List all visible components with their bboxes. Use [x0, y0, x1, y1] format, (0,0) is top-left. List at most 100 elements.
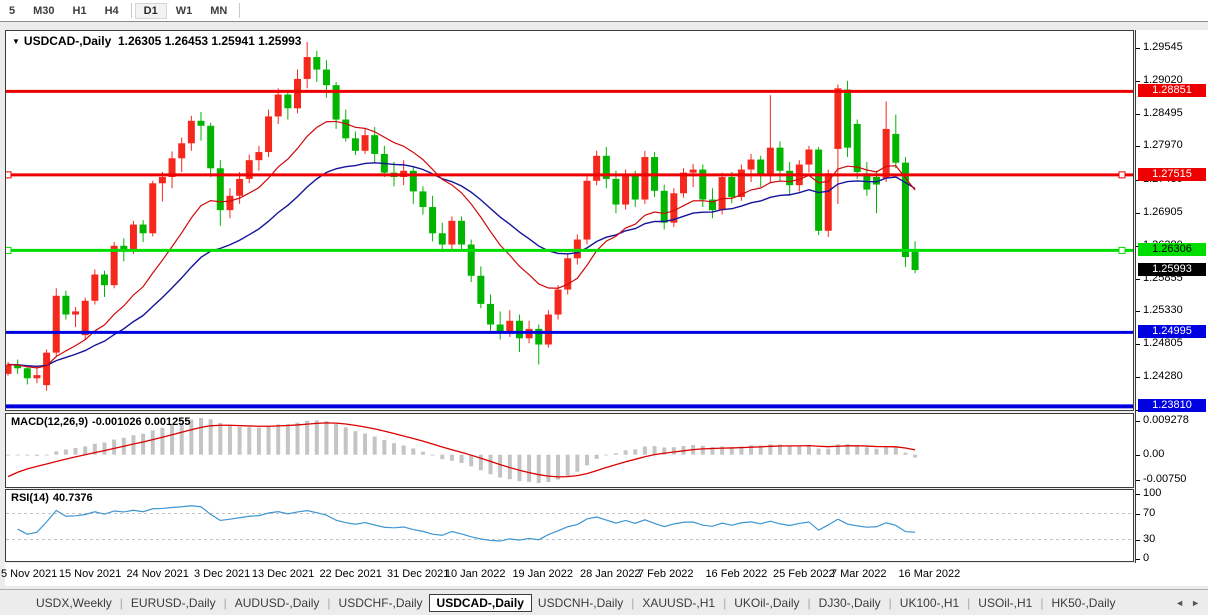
macd-histogram-bar [276, 424, 281, 455]
macd-histogram-bar [739, 446, 744, 455]
macd-label: MACD(12,26,9) -0.001026 0.001255 [11, 416, 191, 428]
rsi-axis-tick: 30 [1143, 532, 1156, 545]
tab-scroll-left-button[interactable]: ◄ [1175, 597, 1185, 608]
candle [544, 310, 552, 348]
axis-tick-mark [1136, 421, 1140, 422]
macd-histogram-bar [642, 446, 647, 455]
macd-histogram-bar [729, 447, 734, 455]
macd-histogram-bar [353, 431, 358, 455]
macd-canvas[interactable] [6, 414, 1133, 487]
candle [641, 150, 649, 204]
date-axis-label: 28 Jan 2022 [580, 568, 641, 580]
line-handle[interactable] [6, 246, 12, 254]
candle [786, 162, 794, 196]
tab-usdx-weekly[interactable]: USDX,Weekly [36, 595, 112, 610]
axis-tick-mark [1136, 539, 1140, 541]
rsi-canvas[interactable] [6, 490, 1133, 561]
price-axis-tick: 1.24805 [1143, 337, 1183, 350]
tab-usoil-h1[interactable]: USOil-,H1 [978, 595, 1033, 610]
tab-eurusd-daily[interactable]: EURUSD-,Daily [130, 595, 216, 610]
macd-histogram-bar [305, 420, 310, 455]
axis-tick-mark [1136, 113, 1140, 115]
candle [815, 147, 823, 236]
candle [892, 114, 900, 169]
candle [101, 270, 108, 298]
macd-indicator-panel: MACD(12,26,9) -0.001026 0.001255 [5, 413, 1134, 488]
price-line-label: 1.24995 [1138, 325, 1206, 339]
price-axis-tick: 1.29545 [1143, 41, 1183, 53]
candle [313, 50, 321, 83]
date-axis-label: 19 Jan 2022 [512, 568, 573, 580]
axis-tick-mark [1136, 311, 1140, 313]
timeframe-button-h4[interactable]: H4 [104, 4, 119, 17]
macd-histogram-bar [324, 421, 329, 455]
tab-uk100-h1[interactable]: UK100-,H1 [899, 595, 960, 610]
tab-ukoil-daily[interactable]: UKOil-,Daily [734, 595, 800, 610]
axis-tick-mark [1136, 48, 1140, 49]
macd-histogram-bar [758, 445, 763, 455]
tab-hk50-daily[interactable]: HK50-,Daily [1051, 595, 1116, 610]
candle [438, 222, 446, 253]
timeframe-button-5[interactable]: 5 [9, 4, 16, 17]
macd-histogram-bar [855, 445, 860, 455]
date-axis-label: 7 Feb 2022 [637, 568, 694, 580]
candle [863, 162, 871, 196]
candle [564, 253, 572, 295]
price-axis-tick: 1.24280 [1143, 370, 1183, 382]
line-handle[interactable] [1118, 246, 1126, 254]
candle [72, 307, 80, 328]
price-axis[interactable]: 1.295451.290201.284951.279701.274301.269… [1135, 30, 1208, 564]
tab-dj30-daily[interactable]: DJ30-,Daily [818, 595, 881, 610]
candle [612, 170, 620, 214]
macd-histogram-bar [382, 440, 387, 455]
macd-histogram-bar [247, 427, 252, 455]
candle [496, 311, 504, 340]
line-handle[interactable] [6, 171, 12, 179]
candle [245, 154, 253, 184]
tab-usdchf-daily[interactable]: USDCHF-,Daily [338, 595, 423, 610]
axis-tick-mark [1136, 559, 1140, 560]
macd-histogram-bar [884, 446, 889, 455]
tab-audusd-daily[interactable]: AUDUSD-,Daily [234, 595, 320, 610]
tab-usdcnh-daily[interactable]: USDCNH-,Daily [537, 595, 624, 610]
tab-xauusd-h1[interactable]: XAUUSD-,H1 [642, 595, 716, 610]
chart-ohlc-values: 1.26305 1.26453 1.25941 1.25993 [117, 34, 302, 48]
candle [284, 89, 292, 120]
candle [139, 220, 147, 243]
timeframe-button-m30[interactable]: M30 [33, 4, 55, 17]
date-axis-label: 3 Dec 2021 [194, 568, 251, 580]
candle [62, 290, 70, 320]
candle [419, 186, 427, 215]
candle [274, 88, 282, 124]
candle [380, 145, 388, 178]
candle [23, 365, 31, 385]
candle [882, 101, 890, 183]
macd-histogram-bar [295, 422, 300, 455]
line-handle[interactable] [1118, 171, 1126, 179]
macd-histogram-bar [662, 447, 667, 455]
timeframe-button-w1[interactable]: W1 [175, 4, 193, 17]
macd-histogram-bar [835, 444, 840, 455]
candle [680, 168, 687, 198]
macd-histogram-bar [227, 425, 232, 455]
rsi-axis-tick: 100 [1143, 487, 1162, 499]
timeframe-button-mn[interactable]: MN [210, 4, 228, 17]
tab-scroll-right-button[interactable]: ► [1191, 597, 1200, 608]
tab-separator: | [888, 595, 892, 610]
current-price-label: 1.25993 [1138, 262, 1206, 276]
candle [699, 164, 707, 208]
time-axis[interactable]: 5 Nov 2021 15 Nov 2021 24 Nov 2021 3 Dec 20… [1, 563, 1208, 586]
timeframe-button-h1[interactable]: H1 [72, 4, 87, 17]
candle [187, 115, 195, 151]
axis-tick-mark [1136, 480, 1140, 481]
candle [853, 119, 861, 179]
symbol-dropdown-icon[interactable]: ▼ [12, 37, 20, 46]
candle [583, 175, 591, 245]
macd-histogram-bar [189, 419, 194, 455]
tab-usdcad-daily[interactable]: USDCAD-,Daily [428, 593, 532, 612]
macd-histogram-bar [816, 448, 821, 455]
tab-separator: | [631, 595, 635, 610]
timeframe-button-d1[interactable]: D1 [134, 2, 167, 19]
price-chart-canvas[interactable] [6, 31, 1133, 410]
macd-histogram-bar [652, 446, 657, 455]
